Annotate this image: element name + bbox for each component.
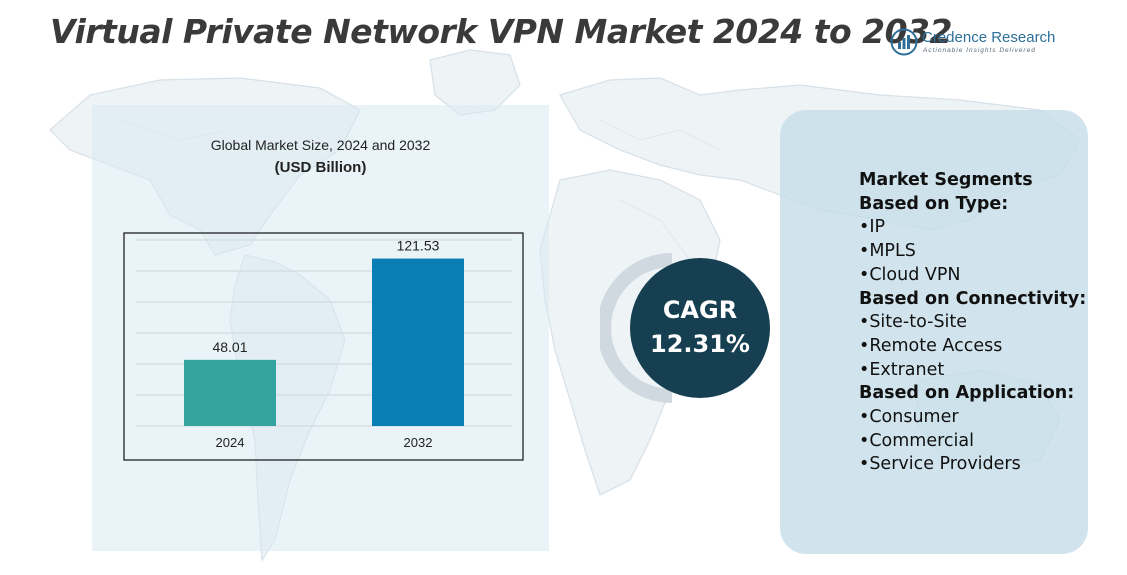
segment-item: •Cloud VPN xyxy=(859,264,961,285)
segments-list: Market Segments Based on Type: •IP •MPLS… xyxy=(859,169,1086,477)
x-tick-label: 2024 xyxy=(216,435,245,450)
segment-group-heading: Based on Type: xyxy=(859,193,1009,214)
company-logo: Credence Research Actionable Insights De… xyxy=(888,26,1068,60)
cagr-label: CAGR xyxy=(662,296,738,324)
logo-name: Credence Research xyxy=(922,29,1056,46)
logo-tagline: Actionable Insights Delivered xyxy=(923,47,1036,54)
segment-group-heading: Based on Application: xyxy=(859,383,1075,404)
segments-title: Market Segments xyxy=(859,170,1033,190)
segment-item: •IP xyxy=(859,217,886,238)
page-title: Virtual Private Network VPN Market 2024 … xyxy=(50,12,952,51)
bar-2024 xyxy=(184,359,276,426)
bar-chart-logo-icon xyxy=(890,28,918,56)
segment-item: •Service Providers xyxy=(859,454,1021,475)
x-tick-label: 2032 xyxy=(404,435,433,450)
chart-frame xyxy=(123,232,524,461)
bar-2032 xyxy=(372,258,464,426)
cagr-value: 12.31% xyxy=(650,330,750,358)
data-label: 48.01 xyxy=(212,339,247,355)
segments-panel xyxy=(780,110,1088,554)
segment-item: •Consumer xyxy=(859,407,959,428)
segment-item: •Remote Access xyxy=(859,335,1003,356)
segment-item: •Extranet xyxy=(859,359,945,380)
chart-panel xyxy=(92,105,549,551)
chart-title: Global Market Size, 2024 and 2032 xyxy=(210,137,431,153)
segment-item: •Site-to-Site xyxy=(859,312,968,333)
chart-unit: (USD Billion) xyxy=(274,159,367,176)
segment-item: •MPLS xyxy=(859,241,916,262)
segment-group-heading: Based on Connectivity: xyxy=(859,288,1087,309)
segment-item: •Commercial xyxy=(859,430,974,451)
data-label: 121.53 xyxy=(397,238,440,254)
cagr-badge xyxy=(600,253,770,403)
